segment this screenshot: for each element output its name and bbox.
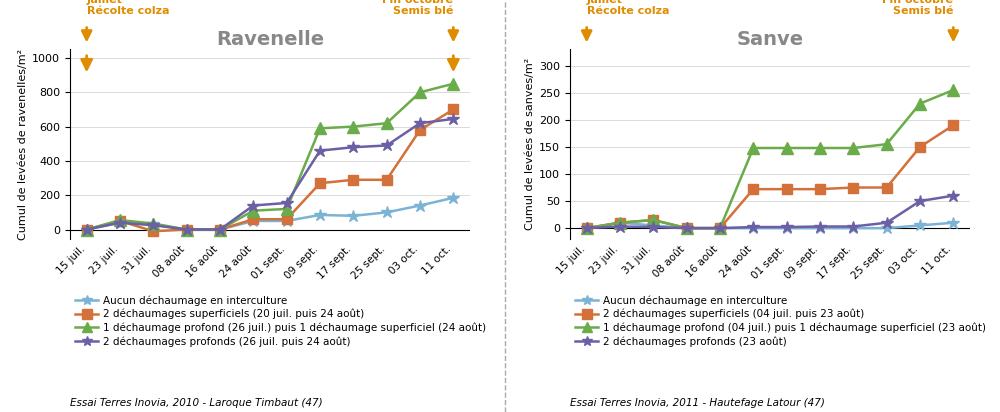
Legend: Aucun déchaumage en interculture, 2 déchaumages superficiels (04 juil. puis 23 a: Aucun déchaumage en interculture, 2 déch… xyxy=(575,295,986,347)
Text: Fin octobre
Semis blé: Fin octobre Semis blé xyxy=(882,0,953,16)
Text: Juillet
Récolte colza: Juillet Récolte colza xyxy=(87,0,169,16)
Text: Fin octobre
Semis blé: Fin octobre Semis blé xyxy=(382,0,453,16)
Legend: Aucun déchaumage en interculture, 2 déchaumages superficiels (20 juil. puis 24 a: Aucun déchaumage en interculture, 2 déch… xyxy=(75,295,486,347)
Text: Essai Terres Inovia, 2010 - Laroque Timbaut (47): Essai Terres Inovia, 2010 - Laroque Timb… xyxy=(70,398,323,408)
Text: Essai Terres Inovia, 2011 - Hautefage Latour (47): Essai Terres Inovia, 2011 - Hautefage La… xyxy=(570,398,825,408)
Y-axis label: Cumul de levées de ravenelles/m²: Cumul de levées de ravenelles/m² xyxy=(18,49,28,240)
Title: Sanve: Sanve xyxy=(736,30,804,49)
Text: Juillet
Récolte colza: Juillet Récolte colza xyxy=(587,0,669,16)
Y-axis label: Cumul de levées de sanves/m²: Cumul de levées de sanves/m² xyxy=(525,58,535,230)
Title: Ravenelle: Ravenelle xyxy=(216,30,324,49)
